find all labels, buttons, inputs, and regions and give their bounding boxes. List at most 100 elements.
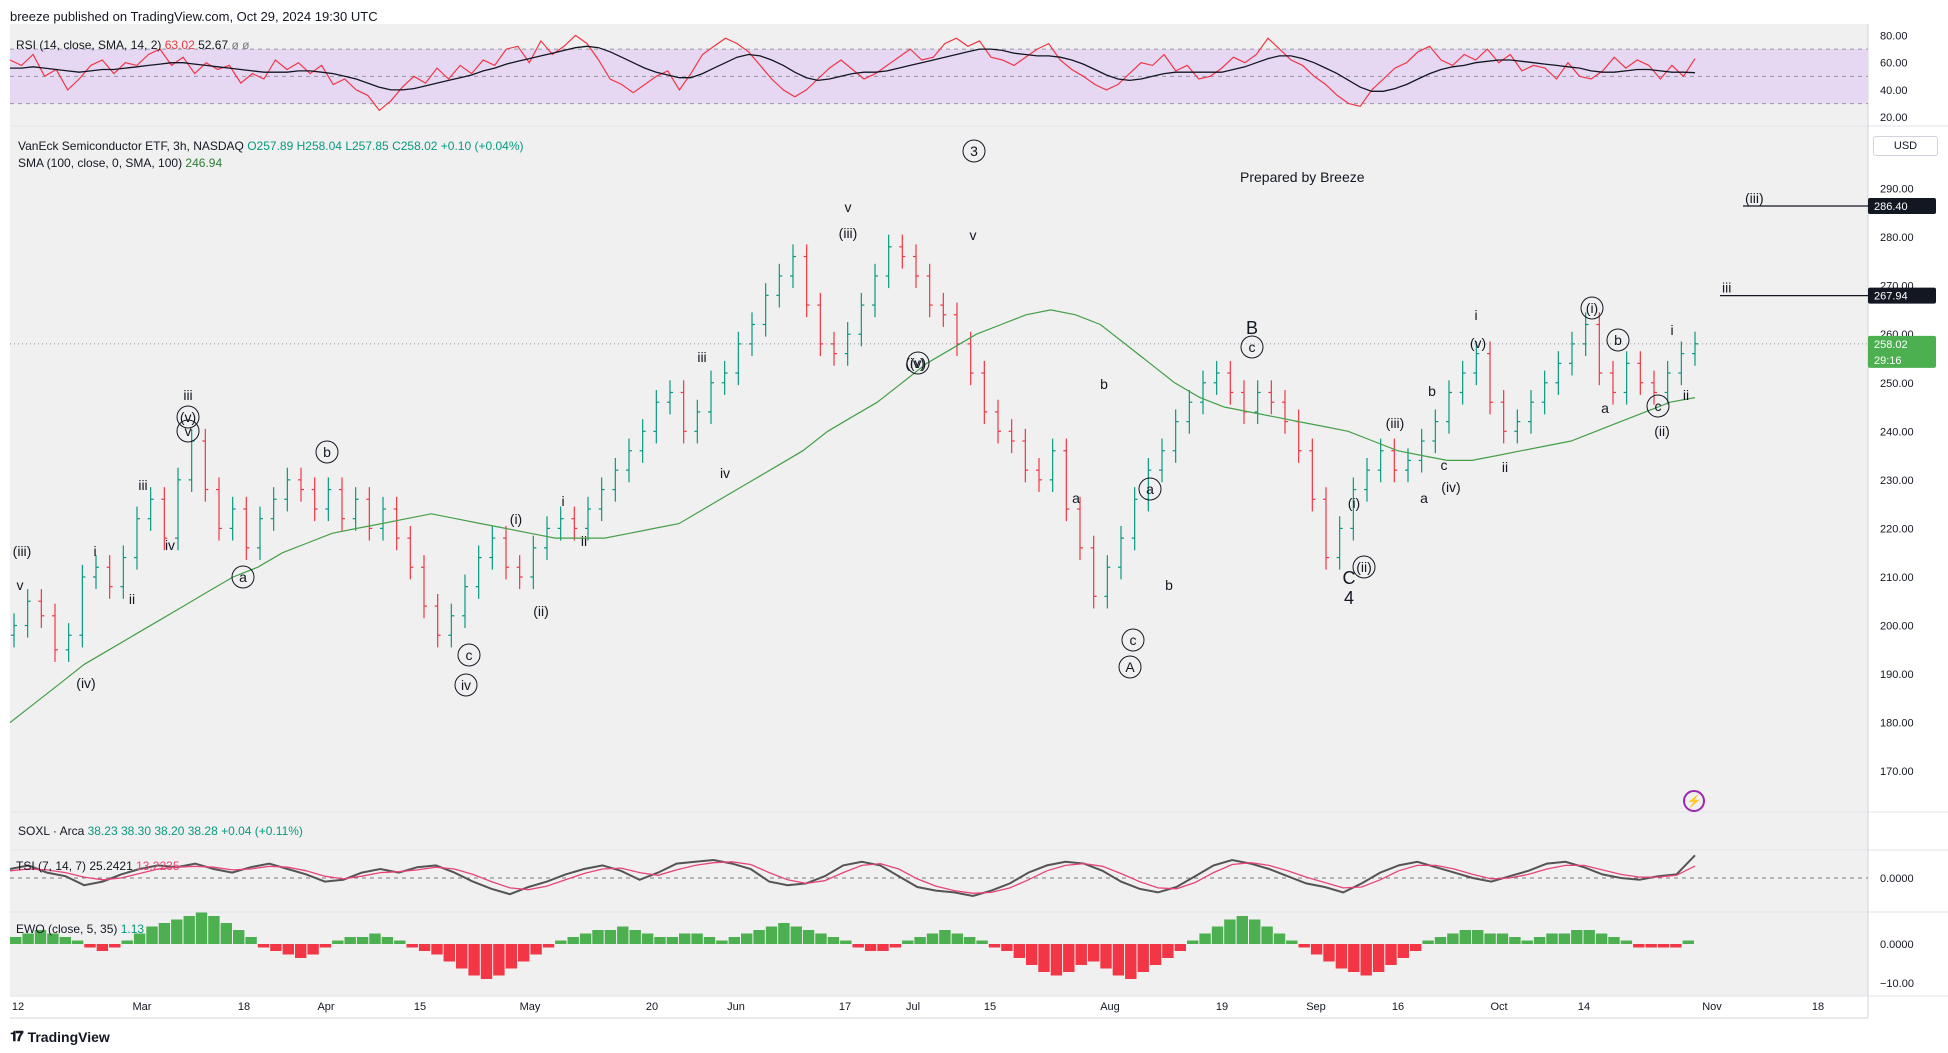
price-bar: [967, 331, 974, 386]
wave-label-circle: [315, 440, 339, 464]
ewo-bar: [629, 930, 641, 944]
ewo-bar: [914, 937, 926, 944]
price-bar: [311, 477, 318, 522]
ewo-bar: [778, 923, 790, 944]
main-legend[interactable]: VanEck Semiconductor ETF, 3h, NASDAQ O25…: [18, 139, 524, 153]
wave-label: a: [1601, 400, 1609, 416]
ewo-bar: [567, 937, 579, 944]
ewo-bar: [121, 940, 133, 944]
wave-label: (i): [1348, 495, 1360, 511]
ewo-bar: [1372, 944, 1385, 972]
ewo-bar: [1348, 944, 1360, 972]
wave-label: (iii): [1386, 415, 1405, 431]
ewo-bar: [34, 930, 47, 944]
ewo-bar: [493, 944, 505, 976]
ewo-bar: [1199, 933, 1211, 944]
price-tick-label: 170.00: [1880, 766, 1914, 778]
ewo-bar: [1026, 944, 1038, 965]
price-bar: [899, 234, 906, 269]
wave-label: B: [1246, 318, 1258, 338]
price-badge-text: 267.94: [1874, 291, 1908, 303]
ewo-bar: [1211, 926, 1224, 944]
price-bar: [393, 496, 400, 551]
rsi-tick-label: 60.00: [1880, 58, 1908, 70]
ewo-bar: [1063, 944, 1075, 972]
rsi-ma-legend-value: 52.67: [198, 38, 229, 52]
price-bar: [1159, 438, 1165, 483]
ewo-bar: [617, 926, 629, 944]
ewo-bar: [604, 930, 617, 944]
price-bar: [1582, 312, 1589, 357]
price-badge: [1868, 198, 1936, 215]
wave-label: (v): [180, 409, 196, 425]
soxl-legend[interactable]: SOXL · Arca 38.23 38.30 38.20 38.28 +0.0…: [18, 824, 303, 838]
price-bar: [940, 292, 947, 327]
time-tick-label: 20: [646, 1001, 658, 1013]
ewo-bar: [1509, 937, 1521, 944]
time-tick-label: Aug: [1100, 1001, 1120, 1013]
price-bar: [202, 428, 209, 502]
wave-label: iii: [183, 387, 192, 403]
ewo-bar: [1397, 944, 1409, 958]
price-bar: [1036, 458, 1042, 492]
price-bar: [817, 292, 824, 357]
price-bar: [216, 477, 222, 541]
time-tick-label: 12: [12, 1001, 24, 1013]
tradingview-logo-icon: 𝟏𝟕: [10, 1028, 24, 1044]
ewo-bar: [356, 937, 369, 944]
wave-label-circle: [176, 419, 200, 443]
footer-brand[interactable]: 𝟏𝟕 TradingView: [10, 1028, 110, 1045]
ewo-bar: [939, 930, 951, 944]
lightning-icon[interactable]: ⚡: [1683, 790, 1705, 812]
tsi-line: [9, 854, 1696, 898]
wave-label-circle: [231, 565, 255, 589]
price-bar: [1227, 360, 1234, 405]
ewo-bar: [654, 937, 666, 944]
soxl-open: 38.23: [87, 824, 118, 838]
tsi-tick-label: 0.0000: [1880, 873, 1914, 885]
ewo-bar: [1286, 940, 1298, 944]
price-bar: [1104, 555, 1111, 609]
price-bar: [1678, 341, 1685, 386]
ewo-bar: [1657, 944, 1670, 948]
ewo-bar: [369, 933, 381, 944]
price-bar: [1555, 351, 1562, 395]
sma-legend[interactable]: SMA (100, close, 0, SMA, 100) 246.94: [18, 156, 222, 170]
wave-label: b: [1100, 376, 1108, 392]
price-bar: [1500, 390, 1507, 444]
price-tick-label: 200.00: [1880, 621, 1914, 633]
wave-label: ii: [1502, 459, 1508, 475]
ewo-tick-label: 0.0000: [1880, 939, 1914, 951]
price-bar: [626, 438, 632, 483]
footer-brand-text: TradingView: [27, 1028, 110, 1045]
tsi-legend[interactable]: TSI (7, 14, 7) 25.2421 13.2235: [16, 859, 180, 873]
price-bar: [790, 244, 796, 289]
wave-label: (iii): [839, 225, 858, 241]
price-bar: [1254, 380, 1261, 425]
prepared-by-note: Prepared by Breeze: [1240, 169, 1365, 185]
price-bar: [106, 555, 113, 599]
price-bar: [1008, 419, 1015, 454]
rsi-legend[interactable]: RSI (14, close, SMA, 14, 2) 63.02 52.67 …: [16, 38, 249, 52]
ewo-bar: [1224, 919, 1236, 944]
ewo-bar: [10, 937, 22, 944]
ewo-bar: [1583, 930, 1595, 944]
wave-label: c: [1130, 632, 1137, 648]
ewo-bar: [889, 944, 902, 948]
ewo-bar: [1001, 944, 1013, 951]
ewo-bar: [753, 930, 765, 944]
currency-selector[interactable]: USD: [1873, 136, 1938, 156]
price-tick-label: 180.00: [1880, 718, 1914, 730]
price-bar: [339, 477, 345, 531]
price-bar: [981, 360, 988, 425]
wave-label-circle: [1138, 477, 1162, 501]
ewo-legend[interactable]: EWO (close, 5, 35) 1.13: [16, 922, 144, 936]
time-tick-label: May: [520, 1001, 541, 1013]
ewo-bar: [964, 937, 976, 944]
ohlc-low: L257.85: [345, 139, 389, 153]
rsi-legend-name: RSI (14, close, SMA, 14, 2): [16, 38, 162, 52]
ewo-bar: [257, 944, 270, 948]
price-bar: [325, 477, 332, 522]
price-bar: [680, 380, 687, 444]
